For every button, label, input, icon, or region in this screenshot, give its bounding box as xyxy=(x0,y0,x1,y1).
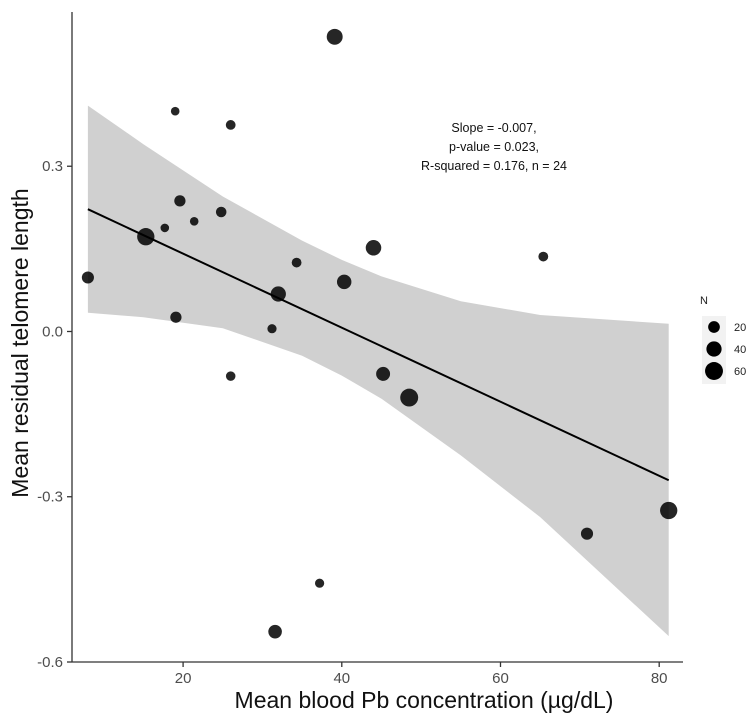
legend-key-40 xyxy=(706,341,722,357)
x-axis-title: Mean blood Pb concentration (µg/dL) xyxy=(235,687,614,713)
regression-line xyxy=(87,208,670,482)
data-point-7 xyxy=(160,223,170,233)
y-tick-label--0.3: -0.3 xyxy=(37,489,63,506)
y-tick-label-0.0: 0.0 xyxy=(42,323,63,340)
data-point-22 xyxy=(315,578,325,588)
data-point-14 xyxy=(270,286,286,302)
data-point-15 xyxy=(170,311,182,323)
data-point-21 xyxy=(580,527,594,540)
legend-title: N xyxy=(700,295,708,307)
data-point-19 xyxy=(400,388,419,407)
data-point-13 xyxy=(336,274,352,290)
data-point-17 xyxy=(225,371,236,381)
data-point-18 xyxy=(376,366,391,381)
axes-group: 20 40 60 80 0.3 0.0 -0.3 -0.6 xyxy=(37,12,683,687)
data-point-2 xyxy=(170,106,180,116)
size-legend: N 20 40 60 xyxy=(700,295,746,384)
data-point-20 xyxy=(660,501,678,520)
legend-label-40: 40 xyxy=(734,344,746,356)
x-tick-label-60: 60 xyxy=(492,670,509,687)
p-value-annotation: p-value = 0.023, xyxy=(449,140,539,154)
data-point-1 xyxy=(326,28,343,45)
data-point-4 xyxy=(174,195,186,207)
regression-line-group xyxy=(87,208,670,482)
legend-key-60 xyxy=(705,362,723,380)
legend-key-20 xyxy=(708,321,720,333)
stats-annotation: Slope = -0.007, p-value = 0.023, R-squar… xyxy=(421,121,567,173)
data-points-group xyxy=(81,28,678,639)
x-tick-label-20: 20 xyxy=(175,670,192,687)
data-point-12 xyxy=(81,271,94,284)
data-point-6 xyxy=(189,217,199,226)
data-point-16 xyxy=(267,324,277,334)
y-axis-title: Mean residual telomere length xyxy=(7,188,33,497)
r-squared-annotation: R-squared = 0.176, n = 24 xyxy=(421,159,567,173)
data-point-3 xyxy=(225,120,236,130)
data-point-10 xyxy=(538,251,549,262)
data-point-9 xyxy=(365,240,382,256)
x-tick-label-40: 40 xyxy=(333,670,350,687)
data-point-5 xyxy=(215,206,227,218)
legend-label-60: 60 xyxy=(734,366,746,378)
legend-label-20: 20 xyxy=(734,322,746,334)
slope-annotation: Slope = -0.007, xyxy=(451,121,536,135)
y-tick-label-0.3: 0.3 xyxy=(42,158,63,175)
data-point-11 xyxy=(291,257,302,268)
data-point-23 xyxy=(268,624,282,639)
x-tick-label-80: 80 xyxy=(651,670,668,687)
y-tick-label--0.6: -0.6 xyxy=(37,654,63,671)
